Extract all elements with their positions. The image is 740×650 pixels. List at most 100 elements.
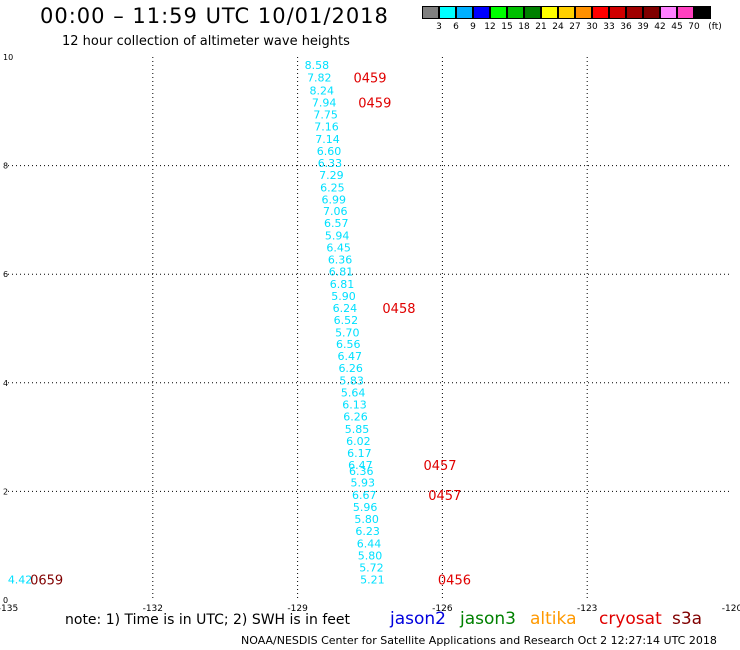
data-point-label: 6.17 [347, 447, 372, 460]
time-label: 0456 [438, 573, 471, 588]
data-point-label: 6.33 [318, 157, 343, 170]
x-tick-label: -129 [287, 604, 308, 614]
color-swatch [524, 6, 541, 19]
x-tick-label: -132 [143, 604, 163, 614]
time-label: 0459 [358, 97, 391, 112]
data-point-label: 6.26 [343, 410, 368, 423]
data-point-label: 7.06 [323, 205, 348, 218]
color-swatch [558, 6, 575, 19]
data-point-label: 6.52 [334, 314, 359, 327]
data-point-label: 7.75 [313, 109, 338, 122]
data-point-label: 6.47 [348, 459, 373, 472]
time-label: 0458 [382, 302, 415, 317]
color-scale-label: 24 [552, 22, 564, 32]
color-swatch [490, 6, 507, 19]
data-point-label: 6.57 [324, 217, 349, 230]
data-point-label: 6.24 [333, 302, 358, 315]
data-point-label: 7.14 [315, 133, 340, 146]
data-point-label: 5.80 [354, 513, 379, 526]
time-label: 0457 [423, 459, 456, 474]
color-scale-label: 18 [518, 22, 530, 32]
data-point-label: 5.83 [339, 375, 364, 388]
data-point-label: 5.94 [325, 230, 350, 243]
color-scale-label: 6 [453, 22, 459, 32]
data-point-label: 6.81 [329, 265, 354, 278]
time-label: 0659 [30, 573, 63, 588]
chart-subtitle: 12 hour collection of altimeter wave hei… [62, 34, 350, 49]
satellite-label-s3a: s3a [672, 609, 703, 629]
color-scale-label: 30 [586, 22, 598, 32]
color-scale-label: 36 [620, 22, 632, 32]
chart-title: 00:00 – 11:59 UTC 10/01/2018 [40, 4, 389, 28]
data-point-label: 8.58 [305, 59, 330, 72]
data-point-label: 6.81 [330, 278, 355, 291]
time-label: 0459 [353, 72, 386, 87]
color-scale-label: 42 [654, 22, 666, 32]
data-point-label: 6.44 [357, 538, 382, 551]
data-point-label: 8.24 [309, 85, 334, 98]
satellite-label-jason3: jason3 [460, 609, 516, 629]
color-scale-label: 12 [484, 22, 496, 32]
data-point-label: 7.29 [319, 169, 344, 182]
data-point-label: 6.36 [328, 254, 353, 267]
data-point-label: 6.36 [349, 465, 374, 478]
color-swatch [439, 6, 456, 19]
color-swatch [609, 6, 626, 19]
data-point-label: 5.64 [341, 387, 366, 400]
color-scale-label: 15 [501, 22, 513, 32]
data-point-label: 7.94 [312, 97, 337, 110]
color-swatch [660, 6, 677, 19]
color-swatch [473, 6, 490, 19]
color-scale-label: 9 [470, 22, 476, 32]
data-point-label: 6.56 [336, 338, 361, 351]
y-tick-label: 6 [3, 270, 8, 279]
satellite-label-jason2: jason2 [390, 609, 446, 629]
satellite-label-cryosat: cryosat [599, 609, 662, 629]
data-point-label: 5.96 [353, 501, 378, 514]
data-point-label: 6.23 [355, 525, 380, 538]
y-tick-label: 2 [3, 487, 8, 496]
x-tick-label: -123 [577, 604, 597, 614]
color-scale-label: 27 [569, 22, 581, 32]
note-text: note: 1) Time is in UTC; 2) SWH is in fe… [65, 612, 351, 628]
color-swatch [643, 6, 660, 19]
color-swatch [677, 6, 694, 19]
data-point-label: 6.60 [317, 145, 342, 158]
satellite-label-altika: altika [530, 609, 577, 629]
y-tick-label: 4 [3, 379, 8, 388]
y-tick-label: 0 [3, 596, 8, 605]
data-point-label: 6.99 [322, 193, 347, 206]
color-scale-unit: (ft) [708, 22, 722, 32]
color-scale-label: 45 [671, 22, 683, 32]
color-swatch [456, 6, 473, 19]
color-scale-label: 33 [603, 22, 615, 32]
data-point-label: 7.16 [314, 121, 339, 134]
color-swatch [626, 6, 643, 19]
data-point-label: 6.45 [326, 242, 351, 255]
data-point-label: 5.80 [358, 549, 383, 562]
y-tick-label: 10 [3, 53, 13, 62]
time-label: 0457 [428, 489, 461, 504]
y-tick-label: 8 [3, 162, 8, 171]
color-swatch [592, 6, 609, 19]
data-point-label: 6.47 [337, 350, 362, 363]
data-point-label: 6.02 [346, 435, 371, 448]
color-scale-label: 21 [535, 22, 547, 32]
data-point-label: 5.90 [331, 290, 356, 303]
color-scale-label: 39 [637, 22, 649, 32]
data-point-label: 4.42 [8, 573, 33, 586]
data-point-label: 5.93 [351, 477, 376, 490]
data-point-label: 7.82 [307, 72, 332, 85]
color-swatch [541, 6, 558, 19]
data-point-label: 6.25 [320, 181, 345, 194]
x-tick-label: -120 [722, 604, 740, 614]
footer-credit: NOAA/NESDIS Center for Satellite Applica… [241, 634, 717, 647]
color-swatch [694, 6, 711, 19]
data-point-label: 5.85 [345, 423, 370, 436]
x-tick-label: -126 [432, 604, 453, 614]
data-point-label: 6.67 [352, 489, 377, 502]
data-point-label: 6.13 [342, 399, 367, 412]
color-swatch [575, 6, 592, 19]
x-tick-label: -135 [0, 604, 18, 614]
data-point-label: 6.26 [338, 362, 363, 375]
